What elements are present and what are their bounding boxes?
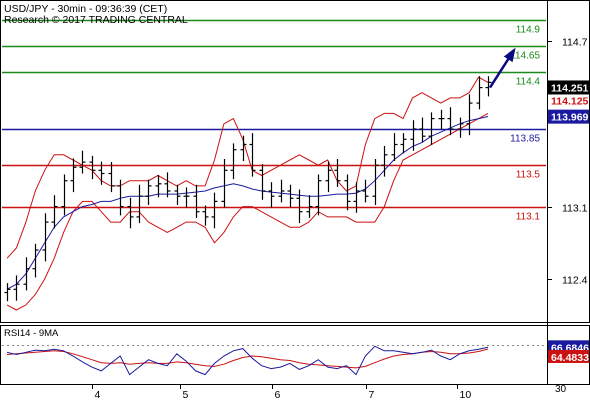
x-tick-label: 6 (275, 389, 281, 400)
price-axis: 114.7 113.1 112.4 (547, 37, 588, 287)
y-tick-label: 114.7 (562, 37, 588, 49)
x-tick-label: 5 (183, 389, 189, 400)
moving-average (6, 116, 489, 290)
y-tick-label: 112.4 (562, 275, 588, 287)
price-tag-pivot-label: 113.969 (551, 112, 589, 124)
bollinger-upper (6, 76, 489, 259)
price-tag-pivot-box (548, 109, 589, 124)
rsi-ma-line (6, 348, 489, 369)
bollinger-bands (6, 76, 489, 311)
level-label: 114.65 (510, 51, 540, 62)
price-tag-red-label: 114.125 (551, 96, 589, 108)
price-panel-frame (0, 0, 590, 323)
level-label: 113.85 (510, 134, 540, 145)
moving-average-line (6, 116, 489, 290)
target-arrow-head (503, 47, 516, 63)
rsi-ma-tag (548, 349, 589, 363)
chart-copyright: Research © 2017 TRADING CENTRAL (4, 14, 188, 26)
x-tick-label: 4 (95, 389, 101, 400)
price-tag-current-box (548, 80, 589, 95)
support-resistance-levels: 114.9 114.65 114.4 113.85 113.5 113.1 (2, 19, 546, 223)
price-tags: 114.125 113.969 114.251 (548, 80, 589, 124)
bollinger-lower (6, 112, 489, 311)
rsi-ma-label: 64.4833 (551, 352, 589, 364)
level-label: 114.4 (516, 77, 541, 88)
target-arrow (488, 47, 516, 89)
rsi-scale-label: 30 (555, 384, 567, 395)
chart-title: USD/JPY - 30min - 09:36:39 (CET) (4, 3, 167, 15)
level-label: 114.9 (516, 25, 541, 36)
y-tick-label: 113.1 (562, 203, 588, 215)
rsi-panel-frame (0, 325, 590, 385)
rsi-line (6, 345, 489, 376)
price-tag-current-label: 114.251 (551, 82, 589, 94)
price-tag-red-box (548, 93, 589, 108)
level-label: 113.5 (516, 170, 541, 181)
rsi-label: RSI14 - 9MA (4, 328, 59, 339)
x-tick-label: 7 (369, 389, 375, 400)
x-tick-label: 10 (460, 389, 472, 400)
time-axis: 4 5 6 7 10 (92, 384, 472, 401)
level-label: 113.1 (516, 212, 541, 223)
price-candles (4, 76, 492, 302)
